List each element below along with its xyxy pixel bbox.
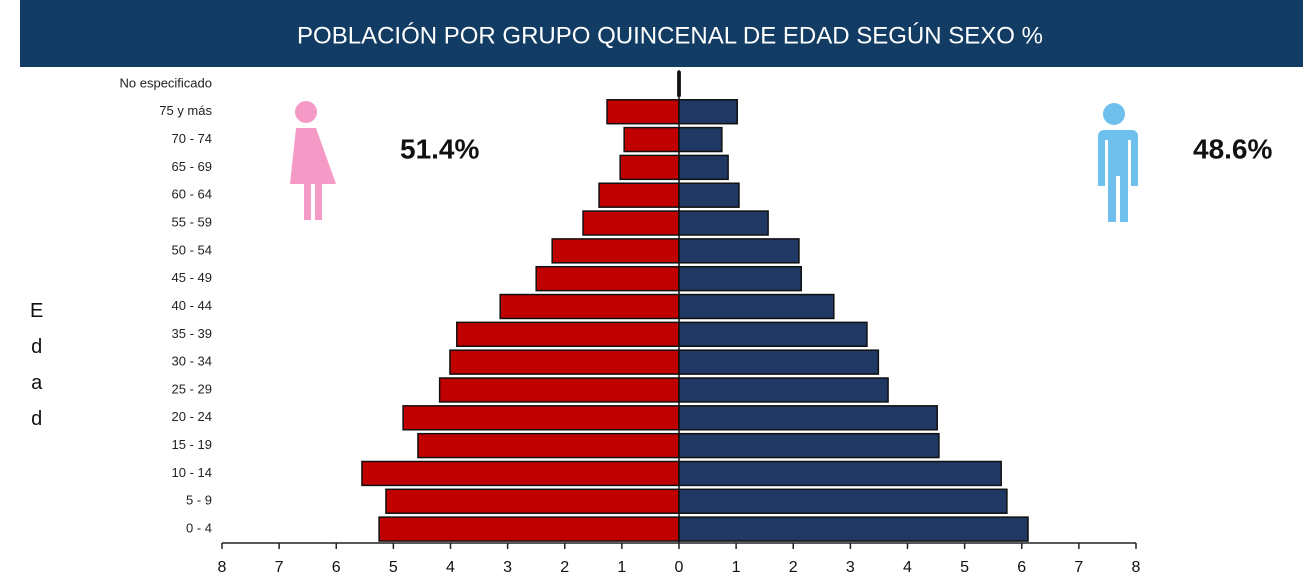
bar <box>438 377 680 403</box>
x-tick-label: 4 <box>903 559 912 576</box>
bar <box>449 349 680 375</box>
male-icon <box>1096 103 1138 222</box>
y-tick-label: 40 - 44 <box>172 298 212 313</box>
x-tick-label: 7 <box>275 559 284 576</box>
x-tick-label: 6 <box>332 559 341 576</box>
bar <box>361 460 680 487</box>
x-tick-label: 0 <box>675 559 684 576</box>
bar <box>678 516 1029 542</box>
bar <box>678 182 740 208</box>
x-tick-label: 2 <box>560 559 569 576</box>
female-total: 51.4% <box>400 133 479 164</box>
bar <box>582 210 680 236</box>
x-tick-label: 8 <box>1132 559 1141 576</box>
x-tick-label: 3 <box>503 559 512 576</box>
y-tick-label: 10 - 14 <box>172 465 212 480</box>
y-tick-label: 55 - 59 <box>172 214 212 229</box>
female-icon <box>290 101 336 220</box>
chart-title: POBLACIÓN POR GRUPO QUINCENAL DE EDAD SE… <box>297 22 1043 49</box>
y-tick-label: 65 - 69 <box>172 159 212 174</box>
x-tick-label: 4 <box>446 559 455 576</box>
bar <box>378 516 680 542</box>
y-tick-label: 70 - 74 <box>172 131 212 146</box>
bar <box>678 432 940 459</box>
bar <box>678 293 835 320</box>
bar <box>385 488 680 514</box>
x-tick-label: 8 <box>218 559 227 576</box>
x-tick-label: 6 <box>1017 559 1026 576</box>
x-tick-label: 3 <box>846 559 855 576</box>
bar <box>551 238 680 264</box>
bar <box>678 488 1008 514</box>
x-tick-label: 7 <box>1074 559 1083 576</box>
bar <box>598 182 680 208</box>
x-tick-label: 1 <box>732 559 741 576</box>
bar <box>619 154 680 181</box>
bar <box>535 265 680 292</box>
bar <box>499 293 680 320</box>
y-tick-label: 20 - 24 <box>172 409 212 424</box>
bar <box>417 432 680 459</box>
bar <box>678 377 889 403</box>
bar <box>678 460 1002 487</box>
bar <box>678 126 723 153</box>
bar <box>678 210 769 236</box>
y-axis-label: Edad <box>26 300 48 444</box>
bar <box>678 321 868 348</box>
bar <box>678 99 739 125</box>
bar <box>606 99 680 125</box>
x-tick-label: 2 <box>789 559 798 576</box>
y-tick-label: 50 - 54 <box>172 242 212 257</box>
x-tick-label: 1 <box>617 559 626 576</box>
bar <box>678 405 938 431</box>
y-tick-label: 5 - 9 <box>186 493 212 508</box>
y-tick-label: 75 y más <box>159 103 212 118</box>
bar <box>456 321 680 348</box>
y-tick-label: No especificado <box>120 75 213 90</box>
bar <box>678 154 729 181</box>
x-tick-label: 5 <box>960 559 969 576</box>
title-banner <box>20 0 1303 67</box>
bar <box>678 238 800 264</box>
y-tick-label: 60 - 64 <box>172 187 212 202</box>
bar <box>678 265 802 292</box>
bar <box>402 405 680 431</box>
y-tick-label: 30 - 34 <box>172 354 212 369</box>
male-total: 48.6% <box>1193 133 1272 164</box>
bar <box>623 126 680 153</box>
y-tick-label: 0 - 4 <box>186 521 212 536</box>
bar <box>678 349 880 375</box>
y-tick-label: 15 - 19 <box>172 437 212 452</box>
y-tick-label: 25 - 29 <box>172 381 212 396</box>
y-tick-label: 45 - 49 <box>172 270 212 285</box>
y-tick-label: 35 - 39 <box>172 326 212 341</box>
x-tick-label: 5 <box>389 559 398 576</box>
